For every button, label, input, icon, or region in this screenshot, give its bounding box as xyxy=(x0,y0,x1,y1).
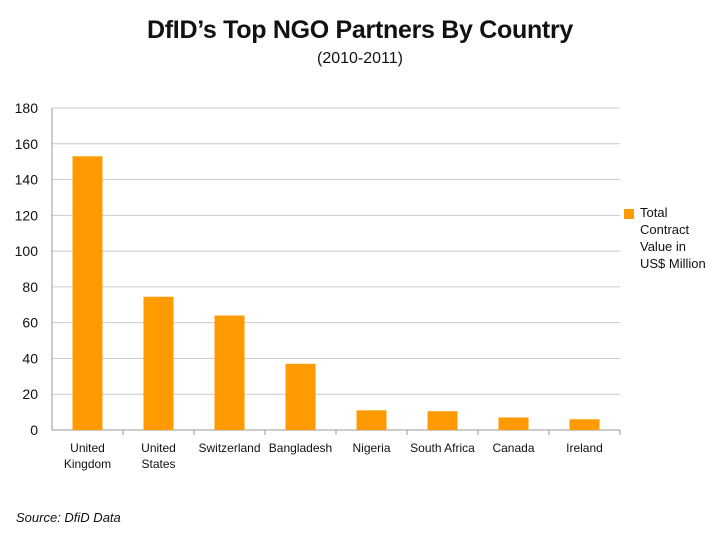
legend-label: Total Contract Value in US$ Million xyxy=(640,204,718,272)
bar xyxy=(214,315,245,430)
y-tick-label: 160 xyxy=(15,136,39,152)
bar xyxy=(285,363,316,430)
legend-label-line: Value in xyxy=(640,239,687,254)
y-tick-label: 140 xyxy=(15,172,39,188)
legend-label-line: US$ Million xyxy=(640,256,706,271)
x-tick-label: Bangladesh xyxy=(269,441,332,455)
source-note: Source: DfiD Data xyxy=(16,510,121,525)
x-tick-label: South Africa xyxy=(410,441,475,455)
legend-label-line: Contract xyxy=(640,222,690,237)
y-tick-label: 20 xyxy=(22,386,38,402)
y-tick-label: 80 xyxy=(22,279,38,295)
chart-subtitle: (2010-2011) xyxy=(317,50,403,67)
y-tick-label: 100 xyxy=(15,243,39,259)
bar xyxy=(569,419,600,430)
bar xyxy=(356,410,387,430)
bar xyxy=(143,296,174,430)
x-tick-label: Canada xyxy=(492,441,534,455)
chart-title: DfID’s Top NGO Partners By Country xyxy=(147,16,573,44)
x-tick-label: United xyxy=(70,441,105,455)
legend-label-line: Total xyxy=(640,205,668,220)
x-tick-label: Kingdom xyxy=(64,457,111,471)
y-tick-label: 0 xyxy=(30,422,38,438)
x-tick-label: Switzerland xyxy=(198,441,260,455)
y-tick-label: 180 xyxy=(15,100,39,116)
x-tick-label: United xyxy=(141,441,176,455)
x-tick-label: States xyxy=(141,457,175,471)
bar xyxy=(498,417,529,430)
x-tick-label: Ireland xyxy=(566,441,603,455)
y-tick-label: 60 xyxy=(22,315,38,331)
bar xyxy=(72,156,103,431)
x-tick-label: Nigeria xyxy=(352,441,390,455)
bar xyxy=(427,411,458,430)
y-tick-label: 40 xyxy=(22,350,38,366)
legend-swatch xyxy=(624,209,634,219)
y-tick-label: 120 xyxy=(15,207,39,223)
